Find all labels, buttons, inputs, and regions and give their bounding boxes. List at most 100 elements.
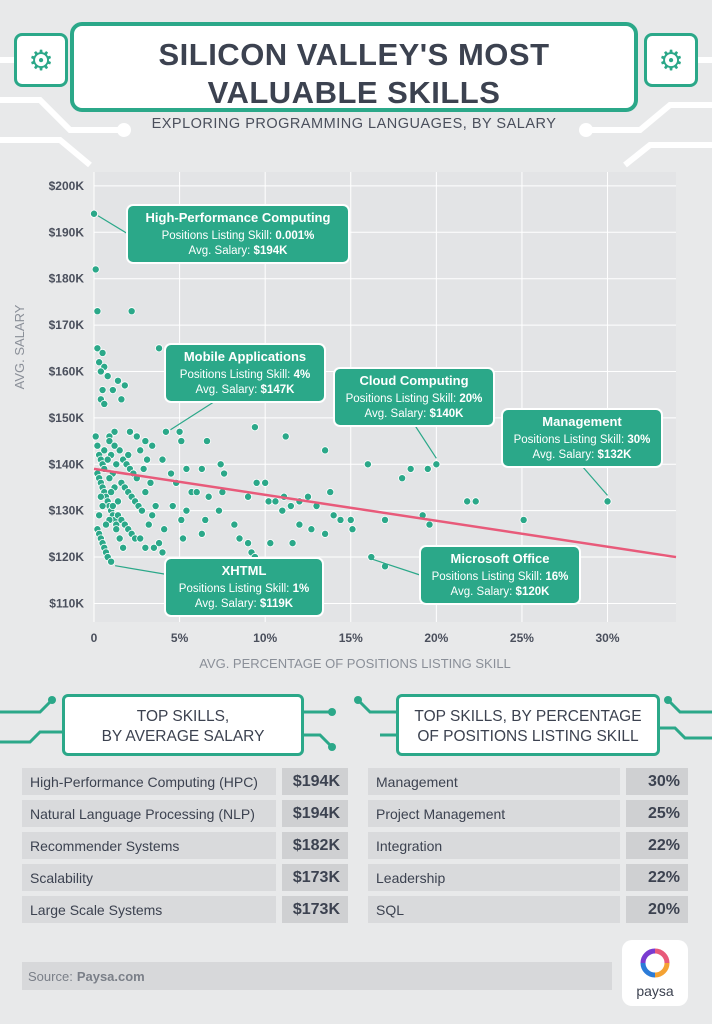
y-tick-label: $150K: [49, 411, 85, 425]
data-point: [161, 427, 170, 436]
percentage-row-name: Integration: [368, 832, 620, 859]
annotation-title: XHTML: [222, 563, 267, 578]
x-tick-label: 10%: [253, 631, 277, 645]
annotation-box: [164, 343, 326, 403]
data-point: [103, 372, 112, 381]
annotation-box: [501, 408, 663, 468]
data-point: [321, 529, 330, 538]
annotation-leader: [97, 215, 129, 235]
data-point: [271, 497, 280, 506]
data-point: [100, 399, 109, 408]
data-point: [177, 437, 186, 446]
data-point: [115, 446, 124, 455]
data-point: [160, 525, 169, 534]
y-tick-label: $120K: [49, 550, 85, 564]
annotation-title: High-Performance Computing: [146, 210, 331, 225]
data-point: [107, 557, 116, 566]
data-point: [112, 525, 121, 534]
data-point: [139, 464, 148, 473]
annotation-salary: Avg. Salary: $119K: [195, 598, 294, 610]
data-point: [158, 548, 167, 557]
x-tick-label: 30%: [596, 631, 620, 645]
annotation-salary: Avg. Salary: $120K: [451, 586, 551, 598]
data-point: [201, 515, 210, 524]
data-point: [192, 488, 201, 497]
annotation-box: [164, 557, 324, 617]
data-point: [120, 381, 129, 390]
paysa-logo-icon: [640, 948, 670, 978]
y-tick-label: $140K: [49, 457, 85, 471]
data-point: [261, 478, 270, 487]
data-point: [406, 464, 415, 473]
title-box: SILICON VALLEY'S MOST VALUABLE SKILLS EX…: [70, 22, 638, 132]
data-point: [216, 460, 225, 469]
data-point: [124, 450, 133, 459]
y-tick-label: $190K: [49, 225, 85, 239]
data-point: [235, 534, 244, 543]
data-point: [158, 455, 167, 464]
data-point: [107, 488, 116, 497]
gear-icon: ⚙: [658, 44, 684, 76]
y-tick-label: $160K: [49, 364, 85, 378]
data-point: [119, 543, 128, 552]
data-point: [96, 367, 105, 376]
y-tick-label: $180K: [49, 272, 85, 286]
salary-row-value: $194K: [282, 768, 348, 795]
data-point: [103, 455, 112, 464]
data-point: [321, 446, 330, 455]
source-value: Paysa.com: [76, 968, 145, 984]
salary-row-name: Recommender Systems: [22, 832, 276, 859]
x-tick-label: 0: [91, 631, 98, 645]
annotation-percent: Positions Listing Skill: 30%: [514, 434, 651, 446]
percentage-row-value: 30%: [626, 768, 688, 795]
data-point: [95, 358, 104, 367]
salary-row-value: $182K: [282, 832, 348, 859]
annotation-salary: Avg. Salary: $140K: [365, 408, 465, 420]
annotation-percent: Positions Listing Skill: 1%: [179, 583, 309, 595]
data-point: [127, 307, 136, 316]
percentage-row-value: 22%: [626, 864, 688, 891]
data-point: [307, 525, 316, 534]
data-point: [264, 497, 273, 506]
data-point: [214, 506, 223, 515]
annotation-box: [419, 545, 581, 605]
data-point: [250, 423, 259, 432]
x-tick-label: 15%: [339, 631, 363, 645]
salary-row: Natural Language Processing (NLP) $194K: [22, 800, 348, 827]
y-axis-label: AVG. SALARY: [12, 304, 27, 389]
annotation-percent: Positions Listing Skill: 4%: [180, 369, 310, 381]
x-axis-label: AVG. PERCENTAGE OF POSITIONS LISTING SKI…: [199, 656, 511, 671]
percentage-row-value: 22%: [626, 832, 688, 859]
data-point: [96, 492, 105, 501]
data-point: [105, 437, 114, 446]
data-point: [463, 497, 472, 506]
annotation-percent: Positions Listing Skill: 20%: [346, 393, 483, 405]
annotation-percent: Positions Listing Skill: 0.001%: [162, 230, 315, 242]
percentage-row: Management 30%: [368, 768, 688, 795]
salary-table-title-1: TOP SKILLS,: [136, 708, 230, 725]
data-point: [146, 478, 155, 487]
gear-chip-left: ⚙: [14, 33, 68, 87]
annotation-salary: Avg. Salary: $194K: [189, 245, 289, 257]
data-point: [281, 432, 290, 441]
data-point: [136, 534, 145, 543]
data-point: [108, 502, 117, 511]
annotation-box: [333, 367, 495, 427]
data-point: [425, 520, 434, 529]
data-point: [303, 492, 312, 501]
x-tick-label: 25%: [510, 631, 534, 645]
data-point: [266, 539, 275, 548]
data-point: [101, 520, 110, 529]
paysa-logo-text: paysa: [636, 983, 674, 999]
data-point: [398, 474, 407, 483]
data-point: [288, 539, 297, 548]
data-point: [380, 515, 389, 524]
data-point: [93, 441, 102, 450]
data-point: [326, 488, 335, 497]
data-point: [144, 520, 153, 529]
page-title: SILICON VALLEY'S MOST VALUABLE SKILLS: [158, 37, 550, 110]
data-point: [91, 432, 100, 441]
trend-line: [93, 467, 677, 559]
data-point: [519, 515, 528, 524]
percentage-row: Integration 22%: [368, 832, 688, 859]
